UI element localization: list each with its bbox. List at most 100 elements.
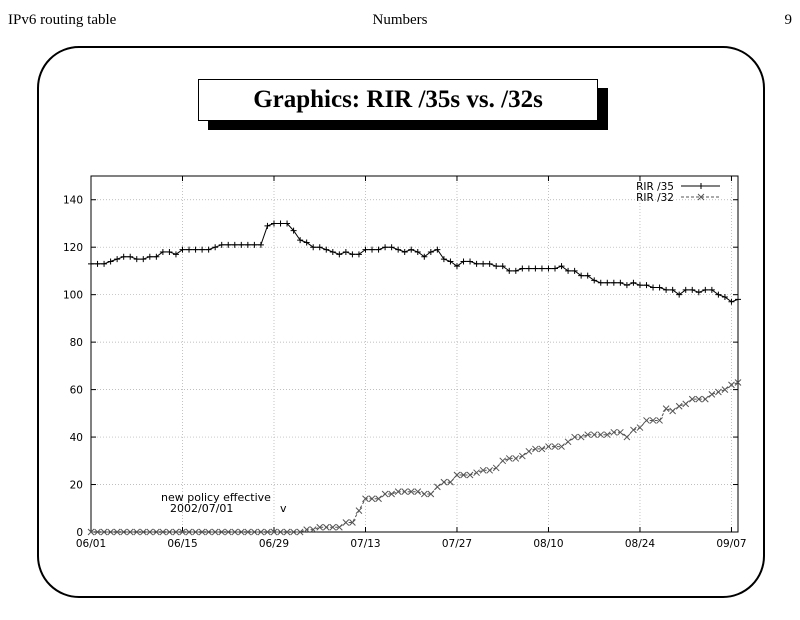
- data-point: [440, 256, 447, 263]
- data-point: [649, 417, 657, 424]
- data-point: [257, 528, 265, 536]
- legend-marker: [698, 183, 704, 189]
- data-point: [211, 528, 219, 536]
- data-point: [682, 400, 690, 408]
- data-point: [571, 433, 578, 441]
- data-point: [414, 248, 421, 255]
- data-point: [199, 246, 206, 253]
- header-page-number: 9: [784, 12, 793, 28]
- data-point: [362, 495, 369, 503]
- data-point: [512, 455, 520, 462]
- data-point: [467, 258, 474, 265]
- data-point: [225, 241, 232, 248]
- data-point: [708, 286, 715, 293]
- data-point: [617, 279, 624, 286]
- data-point: [159, 248, 166, 255]
- y-tick-label: 0: [76, 527, 83, 539]
- data-point: [728, 381, 735, 389]
- data-point: [362, 246, 369, 253]
- data-point: [231, 241, 238, 248]
- data-point: [584, 431, 592, 439]
- data-point: [453, 263, 460, 270]
- data-point: [296, 528, 304, 536]
- x-tick-label: 07/13: [350, 538, 380, 550]
- data-point: [466, 471, 474, 479]
- data-point: [669, 286, 676, 293]
- data-point: [656, 284, 663, 291]
- data-point: [394, 488, 402, 496]
- data-point: [623, 282, 630, 289]
- data-point: [610, 279, 617, 286]
- data-point: [369, 246, 376, 253]
- data-point: [688, 395, 696, 403]
- data-point: [721, 386, 729, 393]
- data-point: [558, 263, 565, 270]
- data-point: [407, 488, 415, 496]
- data-point: [133, 256, 140, 263]
- data-point: [153, 528, 160, 536]
- data-point: [88, 260, 94, 267]
- y-tick-label: 20: [70, 480, 83, 492]
- data-point: [578, 272, 585, 279]
- data-point: [388, 244, 395, 251]
- data-point: [218, 241, 225, 248]
- x-tick-label: 08/10: [533, 538, 563, 550]
- data-point: [525, 447, 533, 455]
- data-point: [715, 388, 722, 396]
- data-point: [179, 528, 186, 536]
- data-point: [297, 237, 304, 244]
- data-point: [140, 256, 147, 263]
- annotation-arrow: v: [280, 502, 287, 515]
- data-point: [630, 426, 637, 434]
- data-point: [264, 528, 271, 536]
- data-point: [277, 528, 284, 536]
- y-tick-label: 80: [70, 337, 83, 349]
- data-point: [349, 251, 356, 258]
- data-point: [231, 528, 239, 536]
- x-tick-label: 06/15: [167, 538, 197, 550]
- data-point: [689, 286, 696, 293]
- data-point: [336, 251, 343, 258]
- data-point: [172, 251, 179, 258]
- data-point: [518, 452, 526, 460]
- data-point: [133, 528, 141, 536]
- data-point: [166, 248, 173, 255]
- data-point: [349, 519, 356, 526]
- data-point: [414, 488, 422, 496]
- data-point: [205, 246, 212, 253]
- data-point: [257, 241, 264, 248]
- data-point: [401, 488, 409, 496]
- data-point: [395, 246, 402, 253]
- plot-area: [90, 175, 739, 533]
- data-point: [408, 246, 415, 253]
- data-point: [473, 260, 480, 267]
- data-point: [198, 528, 206, 536]
- data-point: [636, 424, 644, 431]
- data-point: [375, 246, 382, 253]
- data-point: [355, 251, 362, 258]
- data-point: [420, 490, 428, 498]
- data-point: [675, 402, 683, 410]
- data-point: [597, 279, 604, 286]
- data-point: [447, 478, 454, 486]
- data-point: [460, 471, 467, 479]
- data-point: [127, 253, 134, 260]
- data-point: [284, 220, 291, 227]
- data-point: [159, 528, 167, 536]
- data-point: [310, 244, 317, 251]
- x-tick-label: 06/01: [76, 538, 106, 550]
- data-point: [270, 528, 278, 536]
- x-tick-label: 08/24: [625, 538, 656, 550]
- legend-label: RIR /35: [636, 181, 674, 193]
- data-point: [264, 222, 271, 229]
- data-point: [100, 528, 108, 536]
- data-point: [94, 260, 101, 267]
- data-point: [545, 265, 552, 272]
- data-point: [610, 428, 618, 436]
- x-tick-label: 09/07: [716, 538, 746, 550]
- data-point: [545, 443, 552, 450]
- data-point: [604, 279, 611, 286]
- data-point: [270, 220, 277, 227]
- data-point: [323, 246, 330, 253]
